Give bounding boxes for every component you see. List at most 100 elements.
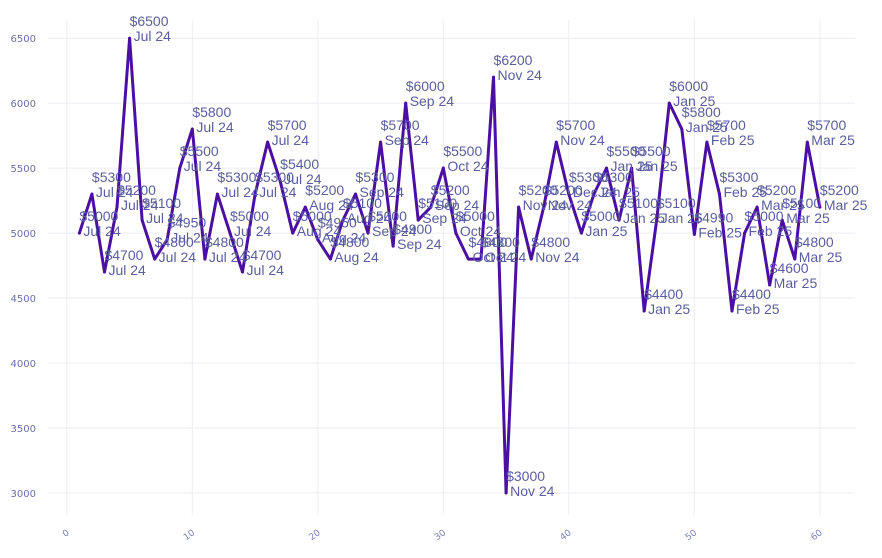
data-label-value: $5200 [431,182,470,198]
data-point [630,166,634,170]
x-axis: 0 10 20 30 40 50 60 [61,528,825,543]
data-point [529,257,533,261]
data-label-value: $5300 [355,169,394,185]
data-point [579,231,583,235]
data-point [291,231,295,235]
data-label-month: Nov 24 [548,197,593,213]
data-point [316,238,320,242]
series-layer [77,36,822,495]
data-label-month: Aug 24 [347,210,392,226]
data-point [90,192,94,196]
data-label-month: Mar 25 [761,197,805,213]
data-label-month: Sep 24 [372,223,417,239]
data-label-month: Oct 24 [460,223,501,239]
data-label-value: $6500 [130,13,169,29]
data-label-value: $5400 [280,156,319,172]
data-label-value: $5200 [544,182,583,198]
data-label-value: $4800 [205,234,244,250]
data-label-month: Aug 24 [297,223,342,239]
data-point [793,257,797,261]
data-label-value: $5700 [707,117,746,133]
y-tick-label: 6500 [11,34,36,45]
data-label-month: Sep 24 [397,236,442,252]
x-tick-label: 0 [61,528,72,540]
data-point [215,192,219,196]
data-label-month: Dec 24 [573,184,618,200]
data-point [379,140,383,144]
data-label-value: $5500 [443,143,482,159]
data-point [366,231,370,235]
data-point [554,140,558,144]
data-label-value: $5300 [92,169,131,185]
x-tick-label: 50 [684,528,699,543]
data-label-value: $5500 [632,143,671,159]
data-label-month: Jul 24 [184,158,222,174]
data-label-value: $6000 [406,78,445,94]
data-label-month: Oct 24 [447,158,488,174]
data-label-month: Aug 24 [309,197,354,213]
data-label-month: Mar 25 [774,275,818,291]
y-tick-label: 6000 [11,99,36,110]
data-label-value: $5700 [268,117,307,133]
data-point [768,283,772,287]
data-label-month: Jan 25 [686,119,728,135]
x-tick-label: 10 [182,528,197,543]
data-point [504,491,508,495]
y-tick-label: 5500 [11,164,36,175]
data-label-month: Jan 25 [673,93,715,109]
data-point [328,257,332,261]
data-point [454,231,458,235]
data-label-month: Feb 25 [749,223,793,239]
data-point [128,36,132,40]
data-label-month: Jan 25 [623,210,665,226]
data-point [567,192,571,196]
y-tick-label: 5000 [11,229,36,240]
data-label-value: $5200 [519,182,558,198]
data-label-month: Aug 24 [334,249,379,265]
data-label-value: $6200 [494,52,533,68]
data-point [743,231,747,235]
data-label-value: $5100 [657,195,696,211]
data-label-value: $5800 [192,104,231,120]
data-label-value: $4700 [104,247,143,263]
data-point [77,231,81,235]
data-label-month: Sep 24 [359,184,404,200]
data-point [178,166,182,170]
data-point [303,205,307,209]
y-axis: 3000 3500 4000 4500 5000 5500 6000 6500 [11,34,36,500]
data-point [592,192,596,196]
data-label-month: Sep 24 [422,210,467,226]
data-point [203,257,207,261]
data-label-value: $5100 [782,195,821,211]
data-label-month: Oct 24 [485,249,526,265]
data-label-month: Jul 24 [209,249,247,265]
grid [48,20,855,515]
data-label-month: Jul 24 [259,184,297,200]
data-point [617,218,621,222]
